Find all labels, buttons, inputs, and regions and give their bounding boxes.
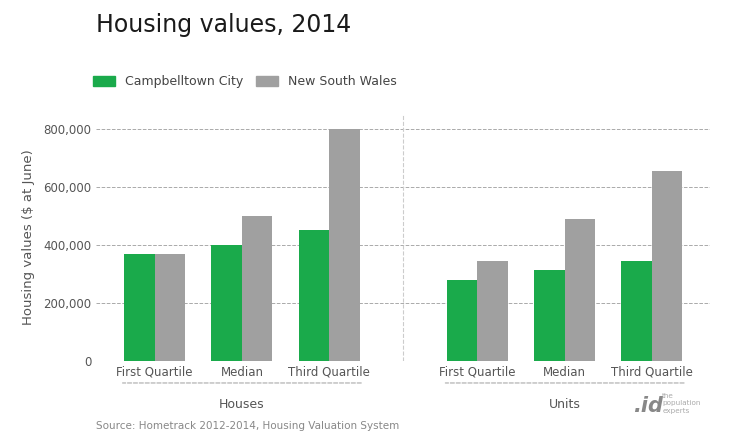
Bar [124,253,155,361]
Text: Houses: Houses [219,398,265,411]
Text: Source: Hometrack 2012-2014, Housing Valuation System: Source: Hometrack 2012-2014, Housing Val… [96,421,400,431]
Bar [622,261,652,361]
Text: Units: Units [549,398,581,411]
Bar [565,219,595,361]
Bar [329,129,360,361]
Bar [299,231,329,361]
Text: Housing values, 2014: Housing values, 2014 [96,13,352,37]
Bar [212,245,242,361]
Bar [242,216,272,361]
Bar [534,270,565,361]
Bar [155,253,185,361]
Y-axis label: Housing values ($ at June): Housing values ($ at June) [22,150,35,326]
Bar [447,280,477,361]
Text: .id: .id [633,396,663,416]
Bar [477,261,508,361]
Bar [652,171,682,361]
Text: the
population
experts: the population experts [662,392,701,414]
Legend: Campbelltown City, New South Wales: Campbelltown City, New South Wales [87,70,402,93]
